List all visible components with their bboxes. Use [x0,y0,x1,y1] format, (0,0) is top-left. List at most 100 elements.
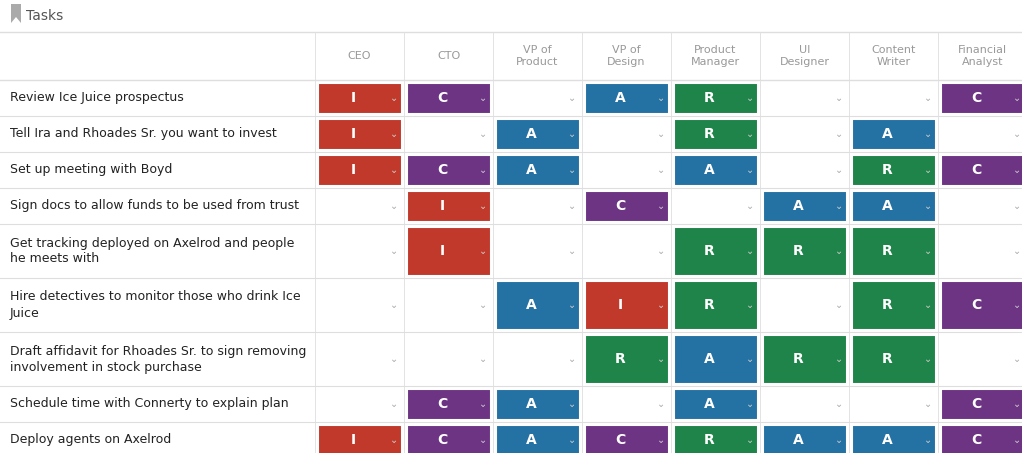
Text: Content
Writer: Content Writer [872,45,916,67]
Text: Sign docs to allow funds to be used from trust: Sign docs to allow funds to be used from… [10,199,299,212]
Text: VP of
Product: VP of Product [516,45,559,67]
FancyBboxPatch shape [407,389,491,419]
Text: ⌄: ⌄ [1013,435,1021,445]
Text: ⌄: ⌄ [657,354,665,364]
Text: ⌄: ⌄ [924,129,932,139]
FancyBboxPatch shape [762,334,846,384]
Text: ⌄: ⌄ [924,354,932,364]
FancyBboxPatch shape [851,280,935,329]
Text: ⌄: ⌄ [390,435,398,445]
Text: CEO: CEO [347,51,371,61]
Text: A: A [882,127,893,141]
FancyBboxPatch shape [318,154,402,185]
Text: ⌄: ⌄ [1013,201,1021,211]
FancyBboxPatch shape [585,424,668,453]
Text: R: R [704,244,714,258]
FancyBboxPatch shape [407,191,491,222]
Text: ⌄: ⌄ [746,165,754,175]
Text: ⌄: ⌄ [657,165,665,175]
FancyBboxPatch shape [673,154,757,185]
Text: ⌄: ⌄ [568,93,576,103]
Text: I: I [351,91,356,105]
FancyBboxPatch shape [585,191,668,222]
Text: A: A [704,397,714,411]
Text: ⌄: ⌄ [657,129,665,139]
Text: VP of
Design: VP of Design [607,45,646,67]
Text: ⌄: ⌄ [746,129,754,139]
Text: Draft affidavit for Rhoades Sr. to sign removing
involvement in stock purchase: Draft affidavit for Rhoades Sr. to sign … [10,344,307,374]
Text: ⌄: ⌄ [746,399,754,409]
Polygon shape [11,4,21,23]
FancyBboxPatch shape [407,82,491,114]
Text: ⌄: ⌄ [1013,246,1021,256]
Text: ⌄: ⌄ [568,246,576,256]
Text: Hire detectives to monitor those who drink Ice
Juice: Hire detectives to monitor those who dri… [10,290,300,319]
FancyBboxPatch shape [496,389,579,419]
Text: C: C [971,298,981,312]
Text: C: C [971,433,981,447]
Text: R: R [704,127,714,141]
Text: C: C [615,433,625,447]
Text: ⌄: ⌄ [746,246,754,256]
FancyBboxPatch shape [673,389,757,419]
FancyBboxPatch shape [851,334,935,384]
FancyBboxPatch shape [496,154,579,185]
FancyBboxPatch shape [407,154,491,185]
Text: ⌄: ⌄ [568,165,576,175]
Text: ⌄: ⌄ [924,165,932,175]
FancyBboxPatch shape [585,280,668,329]
Text: ⌄: ⌄ [746,201,754,211]
Text: C: C [437,433,448,447]
FancyBboxPatch shape [762,191,846,222]
FancyBboxPatch shape [407,424,491,453]
Text: ⌄: ⌄ [390,93,398,103]
Text: ⌄: ⌄ [835,201,843,211]
Text: I: I [439,199,445,213]
Text: R: R [615,352,625,366]
Text: ⌄: ⌄ [479,399,487,409]
Text: I: I [351,433,356,447]
Text: Get tracking deployed on Axelrod and people
he meets with: Get tracking deployed on Axelrod and peo… [10,236,294,265]
Text: ⌄: ⌄ [479,129,487,139]
Text: ⌄: ⌄ [657,93,665,103]
FancyBboxPatch shape [585,334,668,384]
Text: C: C [437,397,448,411]
Text: UI
Designer: UI Designer [780,45,830,67]
Text: C: C [971,397,981,411]
Text: ⌄: ⌄ [390,354,398,364]
Text: ⌄: ⌄ [479,300,487,310]
FancyBboxPatch shape [940,280,1022,329]
Text: ⌄: ⌄ [1013,93,1021,103]
Text: ⌄: ⌄ [746,354,754,364]
Text: A: A [526,127,537,141]
Text: ⌄: ⌄ [835,435,843,445]
Text: ⌄: ⌄ [924,93,932,103]
Text: Tell Ira and Rhoades Sr. you want to invest: Tell Ira and Rhoades Sr. you want to inv… [10,127,277,140]
FancyBboxPatch shape [318,119,402,149]
Text: ⌄: ⌄ [835,300,843,310]
Text: ⌄: ⌄ [835,129,843,139]
Text: C: C [437,163,448,177]
Text: ⌄: ⌄ [835,93,843,103]
Text: ⌄: ⌄ [568,354,576,364]
Text: ⌄: ⌄ [657,201,665,211]
Text: ⌄: ⌄ [835,165,843,175]
FancyBboxPatch shape [851,191,935,222]
FancyBboxPatch shape [318,82,402,114]
Text: ⌄: ⌄ [657,300,665,310]
Text: ⌄: ⌄ [1013,129,1021,139]
Text: A: A [615,91,625,105]
Text: Tasks: Tasks [26,9,63,23]
Text: R: R [704,433,714,447]
Text: ⌄: ⌄ [479,93,487,103]
FancyBboxPatch shape [407,226,491,275]
Text: Set up meeting with Boyd: Set up meeting with Boyd [10,164,173,177]
Text: ⌄: ⌄ [924,201,932,211]
Text: ⌄: ⌄ [1013,165,1021,175]
FancyBboxPatch shape [673,119,757,149]
Text: ⌄: ⌄ [746,435,754,445]
FancyBboxPatch shape [762,226,846,275]
Text: C: C [437,91,448,105]
Text: A: A [526,163,537,177]
Text: ⌄: ⌄ [924,246,932,256]
